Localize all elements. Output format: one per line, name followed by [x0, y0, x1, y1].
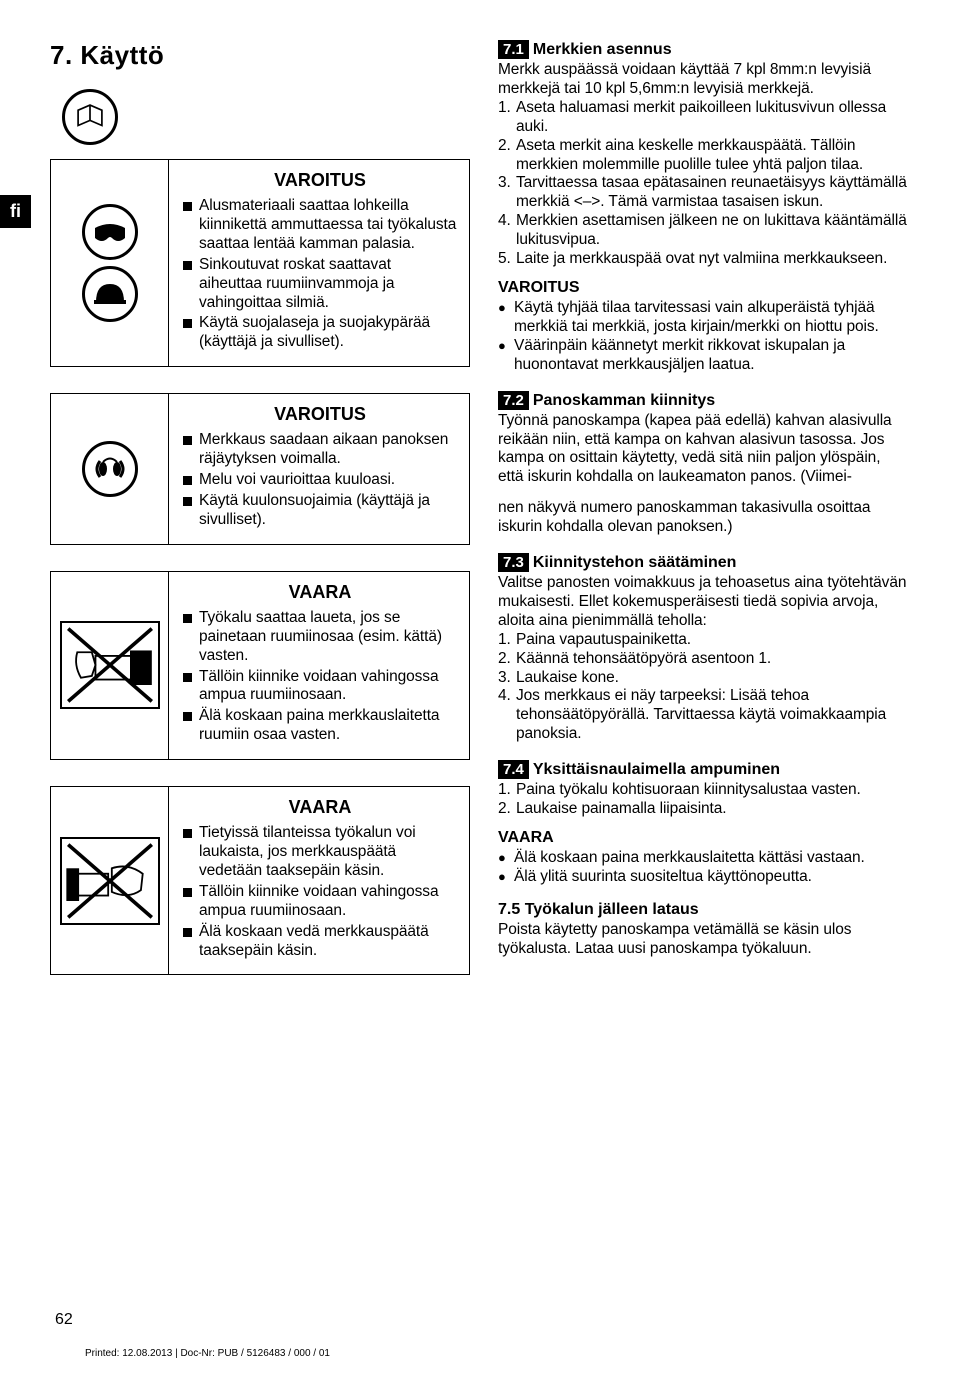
list-item: Älä ylitä suurinta suositeltua käyttönop…: [498, 868, 910, 887]
goggles-icon: [82, 204, 138, 260]
right-column: 7.1Merkkien asennus Merkk auspäässä void…: [498, 40, 910, 1001]
list-item: Älä koskaan paina merkkauslaitetta ruumi…: [183, 707, 457, 745]
paragraph: Poista käytetty panoskampa vetämällä se …: [498, 921, 910, 959]
list-item: 2.Laukaise painamalla liipaisinta.: [498, 800, 910, 819]
danger-list: Älä koskaan paina merkkauslaitetta kättä…: [498, 849, 910, 887]
left-column: 7. Käyttö VAROITUS Alusmateriaali saatta…: [50, 40, 470, 1001]
pull-back-danger-icon: [60, 837, 160, 925]
list-item: Alusmateriaali saattaa lohkeilla kiinnik…: [183, 197, 457, 254]
list-item: Työkalu saattaa laueta, jos se painetaan…: [183, 609, 457, 666]
page-title: 7. Käyttö: [50, 40, 470, 71]
list-item: Melu voi vaurioittaa kuuloasi.: [183, 471, 457, 490]
paragraph: Valitse panosten voimakkuus ja tehoasetu…: [498, 574, 910, 631]
list-item: 4.Jos merkkaus ei näy tarpeeksi: Lisää t…: [498, 687, 910, 744]
footer-text: Printed: 12.08.2013 | Doc-Nr: PUB / 5126…: [85, 1348, 330, 1359]
list-item: Älä koskaan paina merkkauslaitetta kättä…: [498, 849, 910, 868]
warning-box-1: VAROITUS Alusmateriaali saattaa lohkeill…: [50, 159, 470, 367]
warning-label: VAROITUS: [183, 170, 457, 191]
warning-label: VAROITUS: [183, 404, 457, 425]
list-item: Merkkaus saadaan aikaan panoksen räjäyty…: [183, 431, 457, 469]
subsection-71-head: 7.1Merkkien asennus: [498, 40, 910, 59]
list-item: Väärinpäin käännetyt merkit rikkovat isk…: [498, 337, 910, 375]
danger-box-2: VAARA Tietyissä tilanteissa työkalun voi…: [50, 786, 470, 975]
list-item: Tällöin kiinnike voidaan vahingossa ampu…: [183, 883, 457, 921]
language-tab: fi: [0, 195, 31, 228]
list-item: 5.Laite ja merkkauspää ovat nyt valmiina…: [498, 250, 910, 269]
section-title: Kiinnitystehon säätäminen: [533, 554, 737, 571]
page-number: 62: [55, 1311, 73, 1329]
list-item: 3.Laukaise kone.: [498, 669, 910, 688]
danger-list: Työkalu saattaa laueta, jos se painetaan…: [183, 609, 457, 745]
list-item: Käytä tyhjää tilaa tarvitessasi vain alk…: [498, 299, 910, 337]
numbered-list: 1.Aseta haluamasi merkit paikoilleen luk…: [498, 99, 910, 269]
list-item: Tietyissä tilanteissa työkalun voi lauka…: [183, 824, 457, 881]
list-item: Käytä suojalaseja ja suojakypärää (käytt…: [183, 314, 457, 352]
danger-label: VAARA: [183, 582, 457, 603]
section-title: Panoskamman kiinnitys: [533, 392, 715, 409]
hand-press-danger-icon: [60, 621, 160, 709]
manual-icon: [62, 89, 118, 145]
warning-list: Merkkaus saadaan aikaan panoksen räjäyty…: [183, 431, 457, 530]
list-item: 2.Käännä tehonsäätöpyörä asentoon 1.: [498, 650, 910, 669]
paragraph: Työnnä panoskampa (kapea pää edellä) kah…: [498, 412, 910, 488]
numbered-list: 1.Paina työkalu kohtisuoraan kiinnitysal…: [498, 781, 910, 819]
paragraph: Merkk auspäässä voidaan käyttää 7 kpl 8m…: [498, 61, 910, 99]
numbered-list: 1.Paina vapautuspainiketta. 2.Käännä teh…: [498, 631, 910, 744]
section-title: Yksittäisnaulaimella ampuminen: [533, 761, 780, 778]
subsection-74-head: 7.4Yksittäisnaulaimella ampuminen: [498, 760, 910, 779]
list-item: 2.Aseta merkit aina keskelle merkkauspää…: [498, 137, 910, 175]
subsection-72-head: 7.2Panoskamman kiinnitys: [498, 391, 910, 410]
list-item: 3.Tarvittaessa tasaa epätasainen reunaet…: [498, 174, 910, 212]
list-item: Tällöin kiinnike voidaan vahingossa ampu…: [183, 668, 457, 706]
subsection-73-head: 7.3Kiinnitystehon säätäminen: [498, 553, 910, 572]
danger-label: VAARA: [183, 797, 457, 818]
list-item: Käytä kuulonsuojaimia (käyttäjä ja sivul…: [183, 492, 457, 530]
section-tag: 7.2: [498, 391, 529, 410]
danger-box-1: VAARA Työkalu saattaa laueta, jos se pai…: [50, 571, 470, 760]
list-item: 1.Paina työkalu kohtisuoraan kiinnitysal…: [498, 781, 910, 800]
subsection-75-head: 7.5 Työkalun jälleen lataus: [498, 901, 910, 919]
section-tag: 7.4: [498, 760, 529, 779]
list-item: Älä koskaan vedä merkkauspäätä taaksepäi…: [183, 923, 457, 961]
warning-list: Käytä tyhjää tilaa tarvitessasi vain alk…: [498, 299, 910, 375]
list-item: 1.Paina vapautuspainiketta.: [498, 631, 910, 650]
warning-list: Alusmateriaali saattaa lohkeilla kiinnik…: [183, 197, 457, 352]
helmet-icon: [82, 266, 138, 322]
section-tag: 7.3: [498, 553, 529, 572]
section-tag: 7.1: [498, 40, 529, 59]
list-item: 1.Aseta haluamasi merkit paikoilleen luk…: [498, 99, 910, 137]
danger-label: VAARA: [498, 829, 910, 847]
paragraph: nen näkyvä numero panoskamman takasivull…: [498, 499, 910, 537]
list-item: Sinkoutuvat roskat saattavat aiheuttaa r…: [183, 256, 457, 313]
danger-list: Tietyissä tilanteissa työkalun voi lauka…: [183, 824, 457, 960]
section-title: Merkkien asennus: [533, 41, 672, 58]
warning-box-2: VAROITUS Merkkaus saadaan aikaan panokse…: [50, 393, 470, 545]
ear-protection-icon: [82, 441, 138, 497]
warning-label: VAROITUS: [498, 279, 910, 297]
list-item: 4.Merkkien asettamisen jälkeen ne on luk…: [498, 212, 910, 250]
